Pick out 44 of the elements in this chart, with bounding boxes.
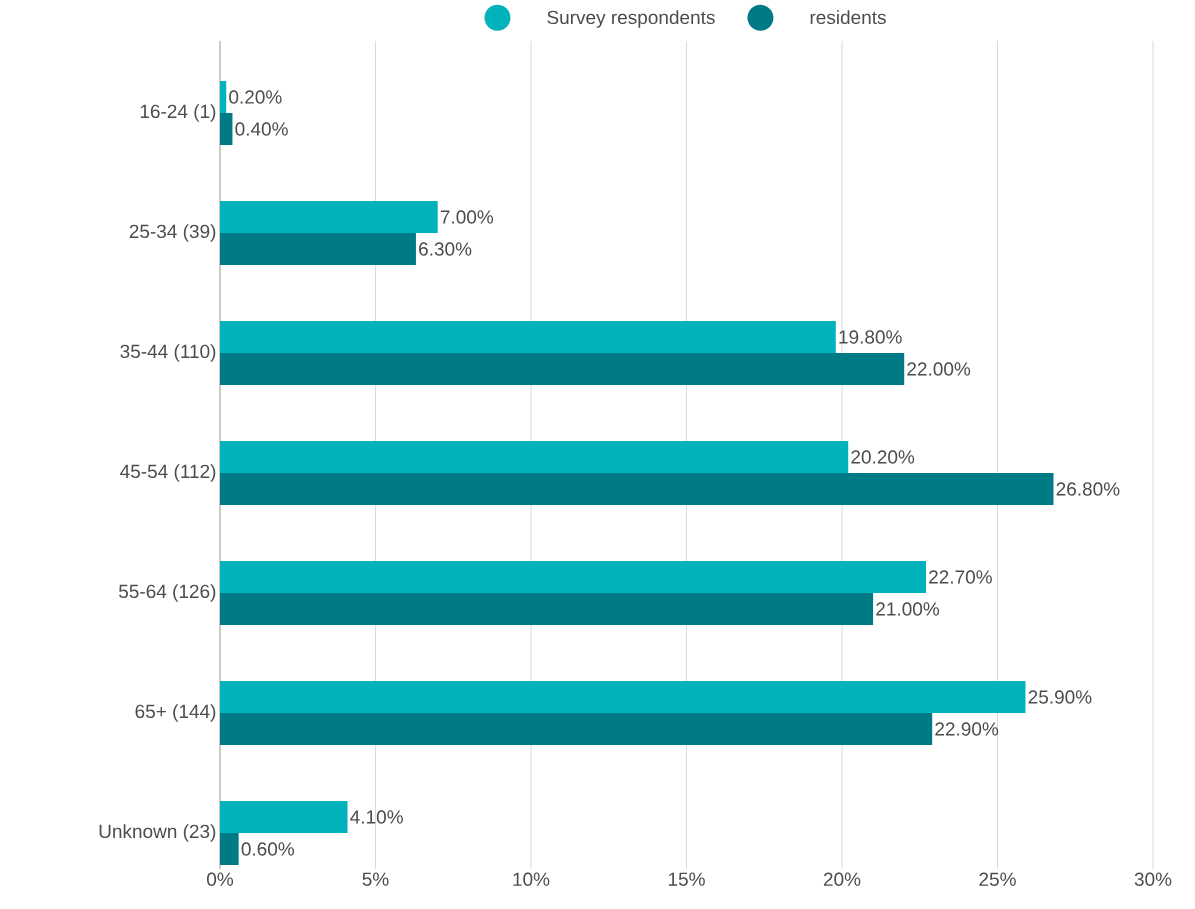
bar bbox=[220, 560, 926, 593]
x-tick-label: 10% bbox=[513, 872, 550, 886]
y-tick-label: 55-64 (126) bbox=[118, 584, 216, 602]
x-tick-label: 5% bbox=[362, 872, 389, 886]
data-label: 0.20% bbox=[229, 90, 282, 104]
x-tick-label: 20% bbox=[823, 872, 861, 886]
bar bbox=[220, 473, 1054, 505]
bar bbox=[220, 800, 348, 833]
bar bbox=[220, 321, 836, 353]
x-tick-label: 0% bbox=[207, 872, 234, 886]
data-label: 0.40% bbox=[235, 122, 288, 136]
legend-label: Survey respondents bbox=[547, 10, 715, 28]
data-label: 4.10% bbox=[350, 810, 403, 824]
data-label: 20.20% bbox=[851, 450, 915, 464]
y-tick-label: 25-34 (39) bbox=[129, 224, 216, 242]
bar bbox=[220, 81, 227, 113]
data-label: 6.30% bbox=[419, 242, 472, 256]
bar bbox=[220, 200, 438, 233]
y-tick-label: 16-24 (1) bbox=[140, 104, 216, 122]
bar bbox=[220, 233, 416, 265]
data-label: 22.70% bbox=[929, 570, 992, 584]
bar bbox=[220, 681, 1026, 713]
y-tick-label: 45-54 (112) bbox=[120, 464, 216, 482]
data-label: 0.60% bbox=[241, 842, 295, 856]
data-label: 22.90% bbox=[935, 722, 999, 736]
data-label: 25.90% bbox=[1028, 690, 1092, 704]
data-label: 19.80% bbox=[839, 330, 902, 344]
bar bbox=[220, 712, 933, 745]
bar bbox=[220, 833, 239, 865]
x-tick-label: 15% bbox=[668, 872, 705, 886]
y-tick-label: Unknown (23) bbox=[99, 824, 216, 842]
legend-label: residents bbox=[810, 10, 886, 25]
data-label: 26.80% bbox=[1056, 482, 1120, 496]
bar bbox=[220, 112, 233, 145]
x-tick-label: 30% bbox=[1134, 872, 1172, 886]
x-tick-label: 25% bbox=[979, 872, 1016, 886]
bar bbox=[220, 593, 874, 625]
data-label: 22.00% bbox=[907, 362, 971, 376]
bar bbox=[220, 352, 905, 385]
data-label: 7.00% bbox=[440, 210, 494, 224]
y-tick-label: 65+ (144) bbox=[135, 704, 216, 722]
y-tick-label: 35-44 (110) bbox=[120, 344, 216, 362]
data-label: 21.00% bbox=[876, 602, 940, 616]
bar bbox=[220, 441, 849, 473]
